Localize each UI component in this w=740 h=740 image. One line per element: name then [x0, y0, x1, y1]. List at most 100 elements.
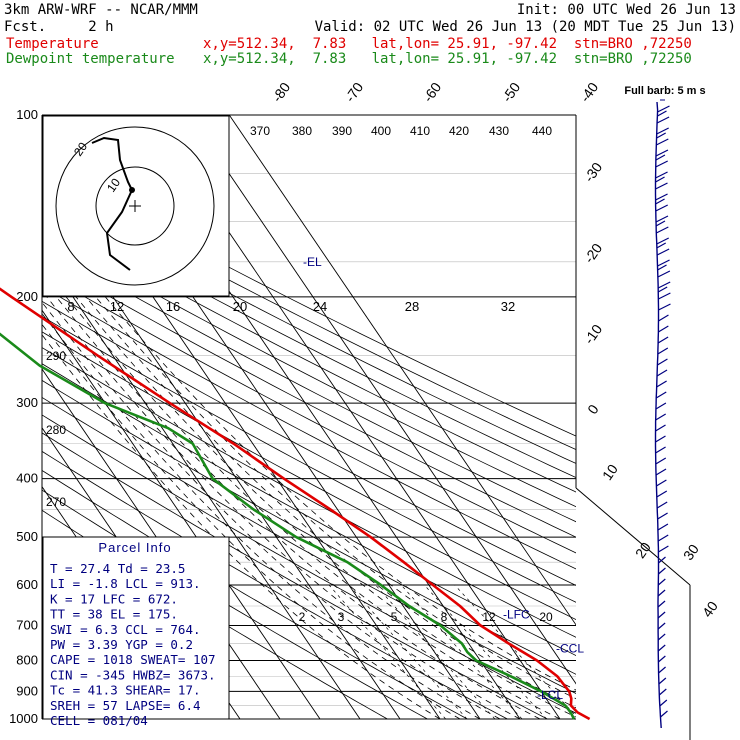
- wind-barb: [657, 644, 666, 652]
- wind-barb: [658, 567, 666, 575]
- wind-barb: [656, 479, 667, 487]
- wind-barb: [657, 286, 668, 293]
- temperature-legend-location: x,y=512.34, 7.83 lat,lon= 25.91, -97.42 …: [203, 36, 692, 52]
- parcel-info-row: SWI = 6.3 CCL = 764.: [50, 622, 201, 637]
- dry-adiabat: [42, 178, 576, 451]
- theta-label: 380: [292, 124, 312, 138]
- hodograph-ring-inner: [95, 166, 175, 246]
- parcel-info-box: Parcel Info T = 27.4 Td = 23.5LI = -1.8 L…: [42, 536, 230, 728]
- wind-barb: [657, 600, 666, 608]
- dry-adiabat: [42, 204, 576, 479]
- wind-barb: [655, 391, 667, 399]
- mixing-ratio-line: [400, 584, 523, 719]
- parcel-info-row: LI = -1.8 LCL = 913.: [50, 576, 201, 591]
- pressure-label: 400: [16, 471, 38, 486]
- mixing-ratio-label: 3: [338, 610, 345, 624]
- parcel-info-row: SREH = 57 LAPSE= 6.4: [50, 698, 201, 713]
- wind-barb: [657, 270, 671, 278]
- hodograph-speed-label: 32: [501, 299, 515, 314]
- wind-barb: [660, 710, 668, 718]
- init-time: Init: 00 UTC Wed 26 Jun 13: [517, 2, 736, 18]
- wind-barb: [656, 127, 669, 135]
- wind-barb: [657, 347, 669, 355]
- wind-barb: [656, 490, 668, 498]
- dry-adiabat: [42, 414, 576, 714]
- wind-barb: [656, 132, 666, 139]
- wind-barb: [657, 534, 669, 542]
- dry-adiabat: [42, 217, 576, 493]
- pressure-label: 800: [16, 652, 38, 667]
- theta-label: 420: [449, 124, 469, 138]
- pressure-label: 1000: [9, 711, 38, 726]
- dry-adiabat: [42, 166, 576, 437]
- dewpoint-legend-name: Dewpoint temperature: [6, 51, 175, 67]
- mixing-ratio-label: 8: [441, 610, 448, 624]
- theta-label: 430: [489, 124, 509, 138]
- dry-adiabat: [42, 257, 576, 538]
- wind-barb: [657, 655, 666, 663]
- theta-label: 390: [332, 124, 352, 138]
- wind-barb: [655, 402, 667, 410]
- wind-barb: [655, 215, 669, 223]
- pressure-label: 600: [16, 577, 38, 592]
- axis-labels: 100 200 300 400 500 600 700 800 900 1000 -80 -70 -60…: [9, 79, 721, 726]
- dewpoint-profile: [0, 332, 576, 720]
- pressure-label: 300: [16, 395, 38, 410]
- wind-barb: [655, 413, 666, 421]
- wind-barb: [655, 457, 667, 465]
- mixing-ratio-label: 20: [539, 610, 553, 624]
- wind-barb: [656, 380, 667, 388]
- parcel-info-row: CELL = 081/04: [50, 713, 148, 728]
- wind-barb: [658, 688, 667, 696]
- mixing-ratio-label: 5: [391, 610, 398, 624]
- plot-diagonal-edge: [575, 487, 691, 586]
- hodograph-speed-label: 16: [166, 299, 180, 314]
- theta-left-label: 270: [46, 495, 66, 509]
- theta-left-label: 280: [46, 423, 66, 437]
- dry-adiabat: [42, 286, 576, 570]
- wind-barb: [658, 303, 671, 311]
- isotherm-label: -80: [269, 79, 294, 105]
- wind-barb: [655, 176, 665, 183]
- wind-barb: [656, 369, 668, 377]
- valid-time: Valid: 02 UTC Wed 26 Jun 13 (20 MDT Tue …: [315, 19, 736, 35]
- wind-barb: [658, 545, 669, 553]
- wind-barb: [657, 336, 669, 344]
- level-annotation: -EL: [303, 255, 322, 269]
- wind-barb: [657, 110, 667, 117]
- isotherm-label: -50: [499, 79, 524, 105]
- wind-barb: [655, 154, 666, 161]
- moist-adiabat: [104, 296, 576, 691]
- parcel-info-row: Tc = 41.3 SHEAR= 17.: [50, 683, 201, 698]
- parcel-info-frame: [42, 536, 230, 720]
- pressure-label: 900: [16, 683, 38, 698]
- dry-adiabat: [42, 432, 549, 719]
- wind-barb: [658, 325, 669, 333]
- wind-barb: [656, 501, 668, 509]
- wind-barb: [657, 512, 668, 520]
- wind-barb: [657, 622, 666, 630]
- wind-barb: [655, 171, 668, 179]
- mixing-ratio-label: 12: [482, 610, 496, 624]
- parcel-info-row: K = 17 LFC = 672.: [50, 591, 178, 606]
- wind-barb: [655, 193, 668, 201]
- level-annotation: -CCL: [556, 641, 584, 655]
- isotherm-label: -70: [342, 79, 367, 105]
- wind-barb: [655, 446, 666, 454]
- wind-barb: [658, 666, 666, 674]
- dry-adiabat: [42, 379, 576, 675]
- wind-barbs: Full barb: 5 m s: [624, 85, 706, 729]
- isotherm-line: [188, 115, 576, 685]
- pressure-label: 200: [16, 289, 38, 304]
- wind-barb: [658, 292, 671, 300]
- pressure-label: 700: [16, 617, 38, 632]
- theta-label: 370: [250, 124, 270, 138]
- model-title: 3km ARW-WRF -- NCAR/MMM: [4, 2, 198, 18]
- dry-adiabat: [42, 243, 576, 523]
- temperature-profile: [0, 287, 591, 721]
- hodograph-ring-outer: [55, 126, 215, 286]
- wind-staff: [654, 101, 662, 729]
- pressure-label: 500: [16, 529, 38, 544]
- parcel-info-row: T = 27.4 Td = 23.5: [50, 561, 185, 576]
